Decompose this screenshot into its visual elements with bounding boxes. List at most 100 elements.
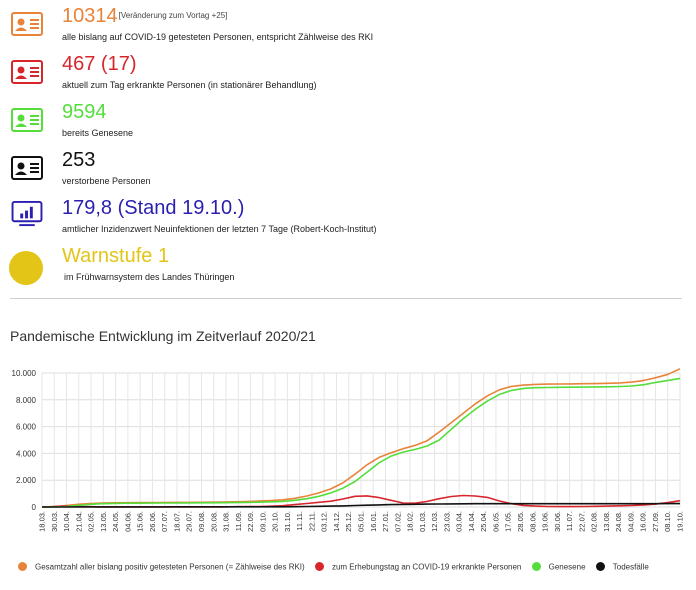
- x-tick-label: 31.10.: [283, 511, 292, 532]
- stat-value-warning: Warnstufe 1: [62, 245, 170, 267]
- x-tick-label: 01.03.: [418, 511, 427, 532]
- stat-value-deaths: 253: [62, 149, 96, 171]
- stat-row-tested: 10314[Veränderung zum Vortag +25] alle b…: [0, 5, 690, 54]
- stat-value-sick: 467 (17): [62, 53, 137, 75]
- stat-row-warning: Warnstufe 1 im Frühwarnsystem des Landes…: [0, 245, 690, 294]
- x-tick-label: 12.03.: [430, 511, 439, 532]
- x-tick-label: 11.09.: [234, 511, 243, 531]
- x-tick-label: 13.08.: [602, 511, 611, 532]
- y-tick-label: 4.000: [16, 449, 37, 458]
- x-tick-label: 13.05.: [99, 511, 108, 532]
- legend-item-deaths[interactable]: Todesfälle: [595, 562, 649, 572]
- divider: [10, 298, 682, 299]
- x-tick-label: 22.09.: [246, 511, 255, 532]
- stat-row-sick: 467 (17) aktuell zum Tag erkrankte Perso…: [0, 53, 690, 102]
- stat-label-sick: aktuell zum Tag erkrankte Personen (in s…: [62, 80, 317, 90]
- legend-item-tested[interactable]: Gesamtzahl aller bislang positiv geteste…: [18, 562, 305, 572]
- x-tick-label: 18.02.: [406, 511, 415, 532]
- id-card-icon: [11, 108, 43, 132]
- x-tick-label: 03.12.: [320, 511, 329, 532]
- warning-circle-icon: [9, 251, 43, 285]
- stat-label-deaths: verstorbene Personen: [62, 176, 151, 186]
- stat-value-recovered: 9594: [62, 101, 107, 123]
- stat-row-incidence: 179,8 (Stand 19.10.) amtlicher Inzidenzw…: [0, 197, 690, 246]
- x-tick-label: 11.11.: [295, 511, 304, 531]
- x-tick-label: 07.02.: [393, 511, 402, 532]
- series-line-4: [42, 502, 680, 508]
- x-tick-label: 05.01.: [357, 511, 366, 532]
- y-tick-label: 6.000: [16, 423, 37, 432]
- x-tick-label: 30.03.: [50, 511, 59, 532]
- x-tick-label: 02.05.: [87, 511, 96, 532]
- x-tick-label: 06.05.: [491, 511, 500, 532]
- stat-label-recovered: bereits Genesene: [62, 128, 134, 138]
- x-tick-label: 02.08.: [590, 511, 599, 532]
- stat-row-deaths: 253 verstorbene Personen: [0, 149, 690, 198]
- stat-label-tested: alle bislang auf COVID-19 getesteten Per…: [62, 32, 374, 42]
- x-tick-label: 04.09.: [626, 511, 635, 532]
- x-tick-label: 19.06.: [541, 511, 550, 532]
- x-tick-label: 22.11.: [307, 511, 316, 531]
- id-card-icon: [11, 156, 43, 180]
- x-tick-label: 27.09.: [651, 511, 660, 532]
- x-tick-label: 29.07.: [185, 511, 194, 532]
- id-card-icon: [11, 60, 43, 84]
- x-tick-label: 07.07.: [160, 511, 169, 532]
- x-tick-label: 30.06.: [553, 511, 562, 532]
- stat-label-incidence: amtlicher Inzidenzwert Neuinfektionen de…: [62, 224, 377, 234]
- x-tick-label: 25.04.: [479, 511, 488, 532]
- x-tick-label: 04.06.: [123, 511, 132, 532]
- legend-label: Gesamtzahl aller bislang positiv geteste…: [35, 562, 305, 572]
- x-tick-label: 28.05.: [516, 511, 525, 532]
- x-tick-label: 10.04.: [62, 511, 71, 532]
- y-tick-label: 0: [32, 503, 37, 512]
- x-tick-label: 08.10.: [663, 511, 672, 532]
- x-tick-label: 20.10.: [271, 511, 280, 532]
- x-tick-label: 11.07.: [565, 511, 574, 531]
- x-tick-label: 21.04.: [74, 511, 83, 532]
- x-tick-label: 16.09.: [639, 511, 648, 532]
- chart-title: Pandemische Entwicklung im Zeitverlauf 2…: [10, 328, 316, 344]
- chart-legend: Gesamtzahl aller bislang positiv geteste…: [18, 562, 657, 572]
- x-tick-label: 19.10.: [676, 511, 685, 532]
- x-tick-label: 25.12.: [344, 511, 353, 532]
- legend-dot: [531, 562, 541, 572]
- stat-value-incidence: 179,8 (Stand 19.10.): [62, 197, 245, 219]
- legend-dot: [18, 562, 27, 572]
- x-tick-label: 09.08.: [197, 511, 206, 532]
- y-tick-label: 8.000: [16, 396, 37, 405]
- x-tick-label: 22.07.: [577, 511, 586, 532]
- x-tick-label: 16.01.: [369, 511, 378, 532]
- y-tick-label: 2.000: [16, 476, 37, 485]
- stat-label-warning: im Frühwarnsystem des Landes Thüringen: [64, 272, 235, 282]
- x-tick-label: 14.12.: [332, 511, 341, 532]
- id-card-icon: [11, 12, 43, 36]
- x-tick-label: 08.06.: [528, 511, 537, 532]
- legend-item-sick[interactable]: zum Erhebungstag an COVID-19 erkrankte P…: [314, 562, 522, 572]
- x-tick-label: 31.08.: [222, 511, 231, 532]
- stat-note-tested: [Veränderung zum Vortag +25]: [118, 11, 228, 20]
- legend-label: zum Erhebungstag an COVID-19 erkrankte P…: [331, 562, 522, 572]
- x-tick-label: 09.10.: [258, 511, 267, 532]
- x-tick-label: 14.04.: [467, 511, 476, 532]
- x-tick-label: 15.06.: [136, 511, 145, 532]
- legend-item-recovered[interactable]: Genesene: [531, 562, 586, 572]
- legend-dot: [314, 562, 324, 572]
- stat-row-recovered: 9594 bereits Genesene: [0, 101, 690, 150]
- x-tick-label: 18.07.: [172, 511, 181, 532]
- series-line-3: [41, 377, 681, 508]
- x-tick-label: 03.04.: [455, 511, 464, 532]
- x-tick-label: 18.03.: [38, 511, 47, 532]
- y-tick-label: 10.000: [12, 369, 37, 378]
- monitor-chart-icon: [11, 201, 43, 227]
- stat-value-tested: 10314[Veränderung zum Vortag +25]: [62, 5, 228, 27]
- x-tick-label: 17.05.: [504, 511, 513, 532]
- x-tick-label: 26.06.: [148, 511, 157, 532]
- x-tick-label: 27.01.: [381, 511, 390, 532]
- x-tick-label: 24.08.: [614, 511, 623, 532]
- x-tick-label: 24.05.: [111, 511, 120, 532]
- x-tick-label: 23.03.: [442, 511, 451, 532]
- legend-dot: [595, 562, 605, 572]
- x-tick-label: 20.08.: [209, 511, 218, 532]
